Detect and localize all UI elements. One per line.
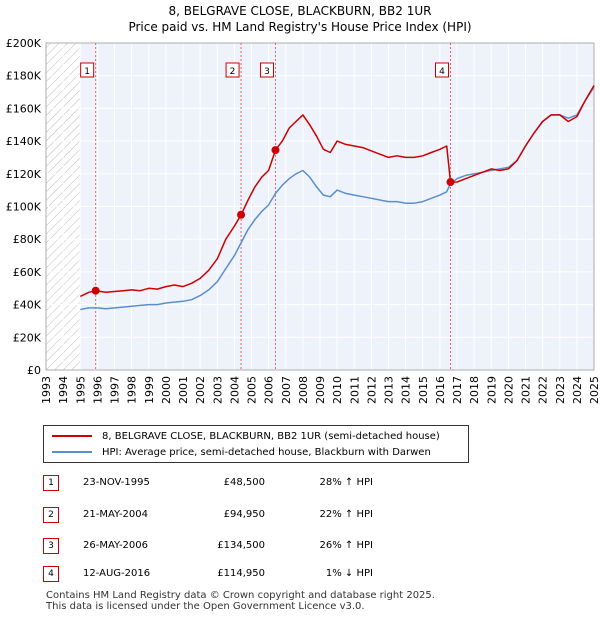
y-tick-label: £60K xyxy=(13,266,42,279)
x-tick-label: 2016 xyxy=(434,376,447,404)
transaction-number: 4 xyxy=(43,566,59,582)
transaction-price: £48,500 xyxy=(223,477,265,488)
legend-swatch-hpi xyxy=(52,451,92,453)
y-tick-label: £40K xyxy=(13,299,42,312)
x-tick-label: 1996 xyxy=(91,376,104,404)
hpi-series-line xyxy=(80,86,595,311)
chart-subtitle: Price paid vs. HM Land Registry's House … xyxy=(128,20,472,34)
x-tick-label: 2002 xyxy=(194,376,207,404)
x-tick-label: 2014 xyxy=(400,376,413,404)
x-tick-label: 1999 xyxy=(143,376,156,404)
y-tick-label: £100K xyxy=(6,201,42,214)
x-tick-label: 2020 xyxy=(502,376,515,404)
y-tick-label: £200K xyxy=(6,37,42,50)
transaction-price: £114,950 xyxy=(217,568,265,579)
x-tick-label: 2005 xyxy=(246,376,259,404)
y-tick-label: £140K xyxy=(6,135,42,148)
plot-frame xyxy=(45,42,595,371)
transaction-price: £94,950 xyxy=(223,509,265,520)
x-tick-label: 2025 xyxy=(588,376,600,404)
transaction-marker-label: 2 xyxy=(230,67,236,77)
transaction-hpi-diff: 1% ↓ HPI xyxy=(325,568,373,579)
transaction-hpi-diff: 22% ↑ HPI xyxy=(319,509,373,520)
x-tick-label: 1997 xyxy=(109,376,122,404)
legend-item-hpi: HPI: Average price, semi-detached house,… xyxy=(52,445,431,459)
y-tick-label: £160K xyxy=(6,102,42,115)
x-tick-label: 2013 xyxy=(383,376,396,404)
transaction-marker-box xyxy=(434,62,449,78)
sale-point xyxy=(271,146,280,155)
transaction-number: 2 xyxy=(43,507,59,523)
x-tick-label: 2015 xyxy=(417,376,430,404)
x-tick-label: 2021 xyxy=(520,376,533,404)
legend-item-property: 8, BELGRAVE CLOSE, BLACKBURN, BB2 1UR (s… xyxy=(52,429,440,443)
x-tick-label: 2008 xyxy=(297,376,310,404)
x-tick-label: 2018 xyxy=(468,376,481,404)
x-tick-label: 2010 xyxy=(331,376,344,404)
y-tick-label: £180K xyxy=(6,70,42,83)
footer-licence: This data is licensed under the Open Gov… xyxy=(46,601,365,612)
transaction-price: £134,500 xyxy=(217,540,265,551)
x-tick-label: 2023 xyxy=(554,376,567,404)
x-tick-label: 2006 xyxy=(263,376,276,404)
x-tick-label: 2022 xyxy=(537,376,550,404)
transaction-marker-label: 4 xyxy=(439,67,445,77)
transaction-marker-box xyxy=(225,62,240,78)
transaction-number: 3 xyxy=(43,538,59,554)
transaction-marker-box xyxy=(259,62,274,78)
transaction-marker-label: 1 xyxy=(84,67,90,77)
transaction-number: 1 xyxy=(43,475,59,491)
x-tick-label: 2000 xyxy=(160,376,173,404)
x-tick-label: 2017 xyxy=(451,376,464,404)
transaction-marker-label: 3 xyxy=(264,67,270,77)
legend-label-hpi: HPI: Average price, semi-detached house,… xyxy=(102,446,431,458)
property-series-line xyxy=(79,85,595,298)
x-tick-label: 1995 xyxy=(74,376,87,404)
footer-copyright: Contains HM Land Registry data © Crown c… xyxy=(46,590,435,601)
x-tick-label: 2004 xyxy=(228,376,241,404)
x-tick-label: 1994 xyxy=(57,376,70,404)
legend-swatch-property xyxy=(52,435,92,437)
legend-label-property: 8, BELGRAVE CLOSE, BLACKBURN, BB2 1UR (s… xyxy=(102,430,440,442)
x-tick-label: 2024 xyxy=(571,376,584,404)
price-chart: £0 £20K £40K £60K £80K £100K £120K £140K £160K £1… xyxy=(6,37,600,404)
transaction-marker-box xyxy=(80,62,95,78)
transaction-hpi-diff: 26% ↑ HPI xyxy=(319,540,373,551)
legend: 8, BELGRAVE CLOSE, BLACKBURN, BB2 1UR (s… xyxy=(43,425,469,463)
x-tick-label: 2009 xyxy=(314,376,327,404)
transaction-date: 23-NOV-1995 xyxy=(83,477,150,488)
x-tick-label: 2012 xyxy=(365,376,378,404)
transaction-date: 12-AUG-2016 xyxy=(83,568,151,579)
y-tick-label: £120K xyxy=(6,168,42,181)
sale-point xyxy=(237,210,246,219)
transaction-date: 21-MAY-2004 xyxy=(83,509,149,520)
sale-point xyxy=(91,286,100,295)
chart-title: 8, BELGRAVE CLOSE, BLACKBURN, BB2 1UR xyxy=(168,4,432,18)
transaction-hpi-diff: 28% ↑ HPI xyxy=(319,477,373,488)
x-tick-label: 2001 xyxy=(177,376,190,404)
y-tick-label: £80K xyxy=(13,233,42,246)
x-tick-label: 2003 xyxy=(211,376,224,404)
transaction-date: 26-MAY-2006 xyxy=(83,540,149,551)
y-tick-label: £20K xyxy=(13,331,42,344)
x-tick-label: 2019 xyxy=(485,376,498,404)
x-tick-label: 2007 xyxy=(280,376,293,404)
y-tick-label: £0 xyxy=(27,364,41,377)
x-tick-label: 1998 xyxy=(126,376,139,404)
x-tick-label: 2011 xyxy=(348,376,361,404)
x-tick-label: 1993 xyxy=(40,376,53,404)
sale-point xyxy=(446,178,455,187)
